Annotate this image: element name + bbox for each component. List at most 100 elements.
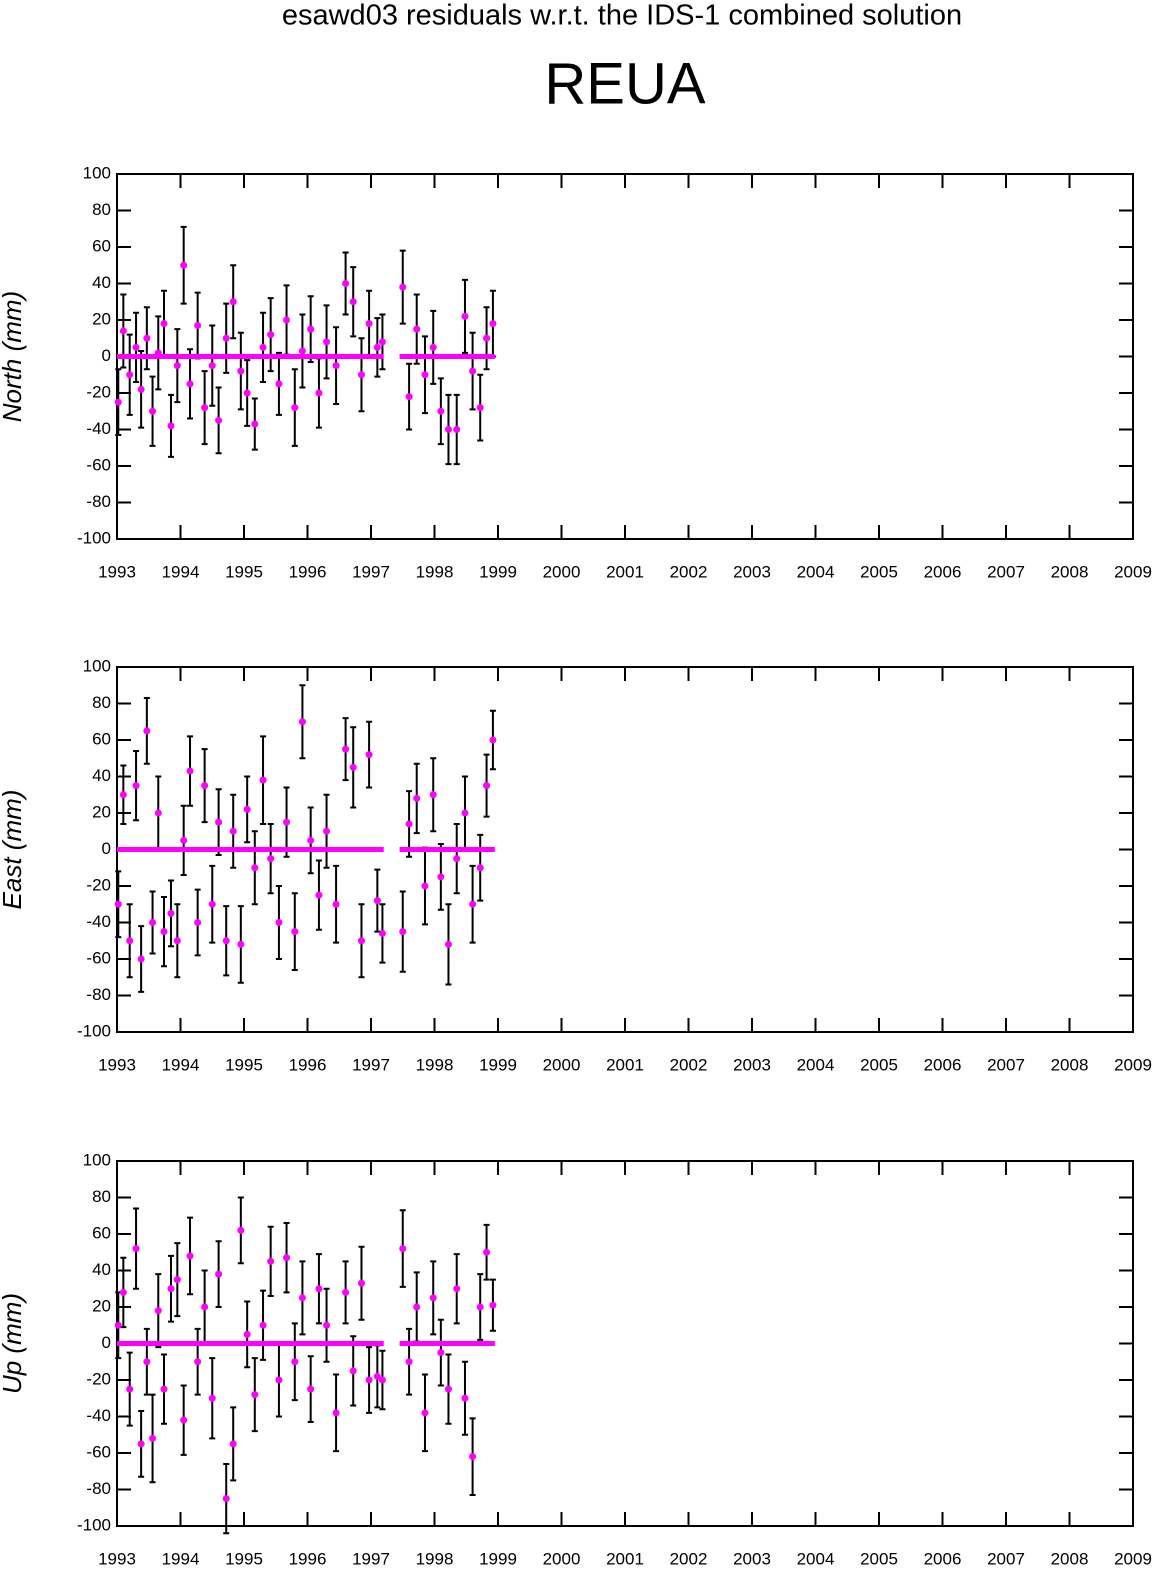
data-point [243, 389, 251, 397]
data-point [173, 362, 181, 370]
data-point [251, 1391, 259, 1399]
x-tick-label: 1994 [162, 1055, 200, 1074]
x-tick-label: 2006 [924, 1549, 962, 1568]
station-title: REUA [544, 51, 705, 116]
data-point [315, 389, 323, 397]
data-point [267, 1257, 275, 1265]
y-tick-label: 20 [92, 1296, 111, 1315]
data-point [437, 407, 445, 415]
data-point [453, 1285, 461, 1293]
data-point [194, 919, 202, 926]
data-point [154, 809, 162, 817]
data-point [180, 836, 188, 844]
x-tick-label: 2003 [733, 1055, 771, 1074]
data-point [307, 836, 315, 844]
data-point [275, 919, 283, 926]
data-point [469, 900, 477, 908]
data-point [186, 767, 194, 775]
data-point [119, 327, 127, 335]
data-point [143, 1358, 151, 1366]
data-point [413, 1303, 421, 1311]
y-tick-label: 100 [83, 163, 111, 182]
y-tick-label: 60 [92, 729, 111, 748]
y-tick-label: 0 [102, 839, 111, 858]
y-tick-label: 20 [92, 802, 111, 821]
data-point [437, 873, 445, 881]
data-point [357, 371, 365, 379]
y-tick-label: -100 [77, 1021, 111, 1040]
data-point [298, 718, 306, 726]
data-point [222, 1495, 230, 1503]
data-point [243, 1330, 251, 1338]
data-point [349, 298, 357, 306]
panel: -100 -80 -60 -40 -20 0 20 40 60 80 100 1993 1994 1995… [0, 656, 1152, 1074]
x-tick-label: 1996 [289, 562, 327, 581]
y-tick-label: -20 [86, 382, 111, 401]
data-point [208, 1394, 216, 1402]
data-point [378, 1376, 386, 1384]
data-point [461, 809, 469, 817]
data-point [132, 1245, 140, 1253]
y-axis-label: Up (mm) [0, 1293, 27, 1394]
data-point [421, 882, 429, 890]
x-tick-label: 1994 [162, 562, 200, 581]
x-tick-label: 2006 [924, 562, 962, 581]
data-point [291, 928, 299, 936]
y-tick-label: 20 [92, 309, 111, 328]
data-point [453, 855, 461, 863]
data-point [167, 909, 175, 917]
data-point [215, 818, 223, 826]
data-point [453, 426, 461, 433]
data-point [476, 864, 484, 872]
data-point [167, 422, 175, 430]
data-point [421, 1409, 429, 1417]
x-tick-label: 2002 [670, 1549, 708, 1568]
x-tick-label: 2002 [670, 1055, 708, 1074]
data-point [114, 900, 122, 908]
data-point [167, 1285, 175, 1293]
data-point [421, 371, 429, 379]
data-point [405, 1358, 413, 1366]
data-point [160, 320, 168, 328]
x-tick-label: 2007 [987, 562, 1025, 581]
data-point [237, 367, 245, 375]
data-point [275, 1376, 283, 1384]
x-tick-label: 2001 [606, 1055, 644, 1074]
x-tick-label: 2000 [543, 562, 581, 581]
data-point [259, 343, 267, 351]
data-point [413, 794, 421, 802]
data-point [461, 1394, 469, 1402]
data-point [132, 343, 140, 351]
data-point [489, 320, 497, 328]
x-tick-label: 1993 [98, 1549, 136, 1568]
x-tick-label: 1999 [479, 562, 517, 581]
data-point [332, 362, 340, 370]
x-tick-label: 1997 [352, 1549, 390, 1568]
data-point [186, 380, 194, 388]
x-tick-label: 2008 [1051, 1549, 1089, 1568]
y-tick-label: -100 [77, 528, 111, 547]
data-point [259, 776, 267, 784]
data-point [483, 782, 491, 790]
data-point [251, 420, 259, 428]
y-axis-label: East (mm) [0, 790, 27, 910]
data-point [399, 283, 407, 291]
data-point [399, 928, 407, 936]
x-tick-label: 1998 [416, 1549, 454, 1568]
y-axis-label: North (mm) [0, 291, 27, 422]
data-point [483, 1248, 491, 1256]
data-point [137, 385, 145, 393]
y-tick-label: 40 [92, 273, 111, 292]
data-point [357, 937, 365, 945]
data-point [483, 334, 491, 342]
x-tick-label: 1993 [98, 562, 136, 581]
data-point [405, 820, 413, 828]
x-tick-label: 2009 [1114, 1549, 1152, 1568]
data-point [378, 929, 386, 937]
y-tick-label: 100 [83, 1150, 111, 1169]
data-point [149, 1434, 157, 1442]
data-point [149, 919, 157, 926]
x-tick-label: 2002 [670, 562, 708, 581]
x-tick-label: 2005 [860, 562, 898, 581]
